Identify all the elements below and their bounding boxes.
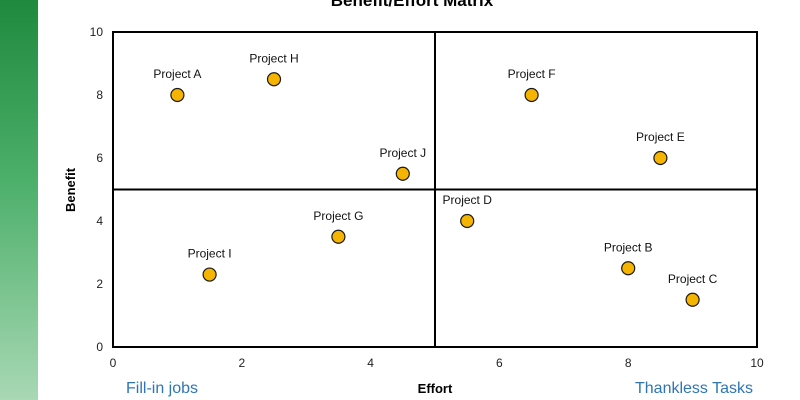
x-tick-label: 4 (367, 356, 374, 370)
chart-title: Benefit/Effort Matrix (331, 0, 494, 10)
data-point (685, 292, 700, 307)
plot-area: 0 2 4 6 8 10 0 2 4 6 8 10 (90, 25, 764, 370)
data-point (621, 261, 636, 276)
data-point-label: Project D (443, 193, 493, 207)
data-points: Project A Project H Project J Project F Proj… (153, 51, 718, 307)
data-point-label: Project A (153, 67, 201, 81)
data-point-label: Project B (604, 240, 653, 254)
data-point (202, 267, 217, 282)
data-point-label: Project J (379, 146, 426, 160)
y-tick-label: 2 (96, 277, 103, 291)
y-tick-label: 10 (90, 25, 104, 39)
chart-panel (38, 0, 800, 400)
data-point (653, 150, 668, 166)
y-tick-label: 8 (96, 88, 103, 102)
x-tick-label: 6 (496, 356, 503, 370)
quadrant-label-thankless-tasks: Thankless Tasks (635, 380, 753, 397)
green-side-strip (0, 0, 38, 400)
x-axis-label: Effort (418, 381, 453, 396)
data-point (524, 87, 539, 103)
y-tick-label: 4 (96, 214, 103, 228)
data-point (170, 87, 185, 103)
quadrant-label-fill-in-jobs: Fill-in jobs (126, 380, 199, 397)
data-point-label: Project E (636, 130, 685, 144)
data-point-label: Project C (668, 272, 718, 286)
data-point-label: Project G (313, 209, 363, 223)
data-point-label: Project H (249, 51, 298, 65)
data-point (395, 166, 410, 181)
y-axis-label: Benefit (63, 167, 78, 212)
x-tick-label: 2 (238, 356, 245, 370)
x-tick-label: 0 (110, 356, 117, 370)
x-tick-label: 8 (625, 356, 632, 370)
data-point-label: Project F (508, 67, 556, 81)
y-tick-label: 0 (96, 340, 103, 354)
data-point (331, 229, 346, 244)
data-point (460, 213, 475, 229)
y-tick-label: 6 (96, 151, 103, 165)
data-point-label: Project I (188, 247, 232, 261)
data-point (266, 72, 282, 87)
x-tick-label: 10 (750, 356, 764, 370)
